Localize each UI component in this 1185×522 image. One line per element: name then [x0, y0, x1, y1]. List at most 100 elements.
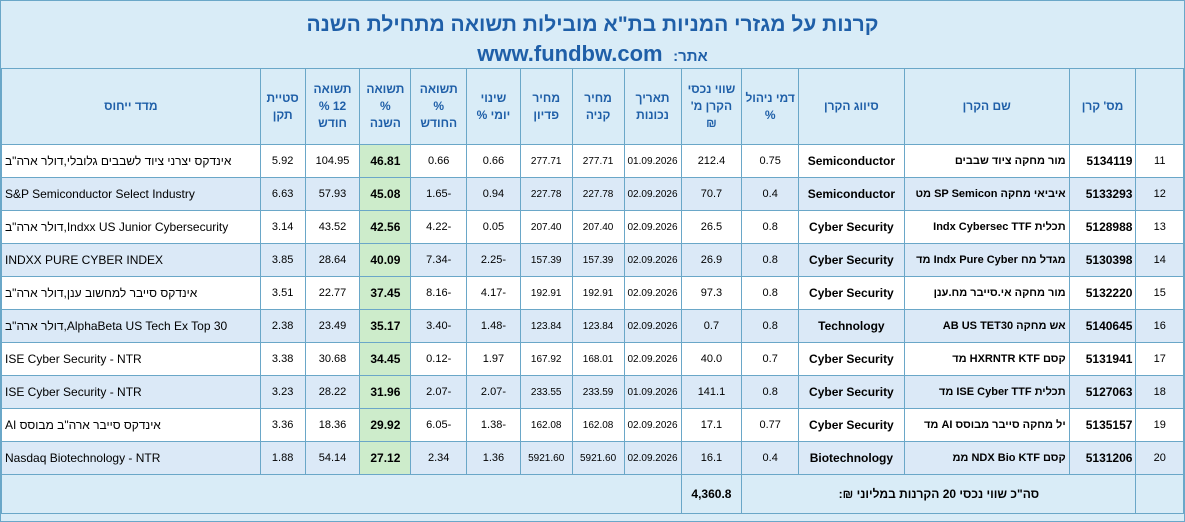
funds-table: מס' קרן שם הקרן סיווג הקרן דמי ניהול % ש… — [1, 68, 1184, 514]
12m-return: 18.36 — [304, 408, 361, 442]
ytd-return: 40.09 — [359, 243, 412, 277]
management-fee: 0.4 — [741, 177, 799, 211]
fund-sector: Cyber Security — [797, 210, 905, 244]
total-label: סה"כ שווי נכסי 20 הקרנות במליוני ₪: — [741, 474, 1137, 514]
std-dev: 2.38 — [259, 309, 306, 343]
daily-change: 0.05 — [466, 210, 521, 244]
fund-assets: 26.9 — [680, 243, 743, 277]
buy-price: 192.91 — [571, 276, 625, 310]
table-row[interactable]: 17 5131941 קסם HXRNTR KTF מד Cyber Secur… — [1, 342, 1184, 376]
table-row[interactable]: 19 5135157 יל מחקה סייבר מבוסס AI מד Cyb… — [1, 408, 1184, 442]
col-header-sell-price[interactable]: מחיר פדיון — [519, 68, 573, 145]
table-row[interactable]: 20 5131206 קסם NDX Bio KTF ממ Biotechnol… — [1, 441, 1184, 475]
col-header-month-return[interactable]: תשואה % החודש — [410, 68, 468, 145]
fund-id: 5135157 — [1068, 408, 1137, 442]
fund-assets: 141.1 — [680, 375, 743, 409]
col-header-fund-name[interactable]: שם הקרן — [903, 68, 1070, 145]
month-return: -1.65 — [410, 177, 468, 211]
fund-name: מור מחקה ציוד שבבים — [903, 144, 1070, 178]
sell-price: 157.39 — [519, 243, 573, 277]
valid-date: 02.09.2026 — [623, 441, 682, 475]
col-header-12m-return[interactable]: תשואה 12 % חודש — [304, 68, 361, 145]
col-header-ytd-return[interactable]: תשואה % השנה — [359, 68, 412, 145]
buy-price: 5921.60 — [571, 441, 625, 475]
fund-name: קסם HXRNTR KTF מד — [903, 342, 1070, 376]
valid-date: 01.09.2026 — [623, 375, 682, 409]
ytd-return: 42.56 — [359, 210, 412, 244]
sell-price: 227.78 — [519, 177, 573, 211]
row-num: 16 — [1135, 309, 1184, 343]
col-header-num[interactable] — [1135, 68, 1184, 145]
fund-name: מור מחקה אי.סייבר מח.ענן — [903, 276, 1070, 310]
row-num: 18 — [1135, 375, 1184, 409]
month-return: -8.16 — [410, 276, 468, 310]
month-return: -2.07 — [410, 375, 468, 409]
valid-date: 01.09.2026 — [623, 144, 682, 178]
reference-index: Indxx US Junior Cybersecurity,דולר ארה"ב — [1, 210, 261, 244]
fund-id: 5131941 — [1068, 342, 1137, 376]
fund-name: תכלית Indx Cybersec TTF — [903, 210, 1070, 244]
table-row[interactable]: 13 5128988 תכלית Indx Cybersec TTF Cyber… — [1, 210, 1184, 244]
fund-assets: 212.4 — [680, 144, 743, 178]
daily-change: 1.36 — [466, 441, 521, 475]
buy-price: 233.59 — [571, 375, 625, 409]
col-header-index[interactable]: מדד ייחוס — [1, 68, 261, 145]
12m-return: 30.68 — [304, 342, 361, 376]
12m-return: 104.95 — [304, 144, 361, 178]
12m-return: 28.22 — [304, 375, 361, 409]
fund-assets: 97.3 — [680, 276, 743, 310]
ytd-return: 45.08 — [359, 177, 412, 211]
table-row[interactable]: 12 5133293 איביאי מחקה SP Semicon מט Sem… — [1, 177, 1184, 211]
col-header-date[interactable]: תאריך נכונות — [623, 68, 682, 145]
total-row: סה"כ שווי נכסי 20 הקרנות במליוני ₪: 4,36… — [1, 474, 1184, 514]
sell-price: 167.92 — [519, 342, 573, 376]
sell-price: 277.71 — [519, 144, 573, 178]
daily-change: -4.17 — [466, 276, 521, 310]
row-num: 20 — [1135, 441, 1184, 475]
col-header-std-dev[interactable]: סטיית תקן — [259, 68, 306, 145]
fund-name: אש מחקה AB US TET30 — [903, 309, 1070, 343]
daily-change: 0.66 — [466, 144, 521, 178]
ytd-return: 27.12 — [359, 441, 412, 475]
fund-id: 5127063 — [1068, 375, 1137, 409]
sell-price: 5921.60 — [519, 441, 573, 475]
table-row[interactable]: 18 5127063 תכלית ISE Cyber TTF מד Cyber … — [1, 375, 1184, 409]
site-url-link[interactable]: www.fundbw.com — [477, 41, 663, 66]
col-header-sector[interactable]: סיווג הקרן — [797, 68, 905, 145]
table-row[interactable]: 11 5134119 מור מחקה ציוד שבבים Semicondu… — [1, 144, 1184, 178]
row-num: 12 — [1135, 177, 1184, 211]
daily-change: -2.07 — [466, 375, 521, 409]
month-return: 2.34 — [410, 441, 468, 475]
12m-return: 28.64 — [304, 243, 361, 277]
fund-id: 5131206 — [1068, 441, 1137, 475]
col-header-fee[interactable]: דמי ניהול % — [741, 68, 799, 145]
fund-name: תכלית ISE Cyber TTF מד — [903, 375, 1070, 409]
table-row[interactable]: 15 5132220 מור מחקה אי.סייבר מח.ענן Cybe… — [1, 276, 1184, 310]
std-dev: 1.88 — [259, 441, 306, 475]
ytd-return: 31.96 — [359, 375, 412, 409]
reference-index: אינדקס יצרני ציוד לשבבים גלובלי,דולר ארה… — [1, 144, 261, 178]
std-dev: 3.51 — [259, 276, 306, 310]
fund-assets: 40.0 — [680, 342, 743, 376]
fund-sector: Cyber Security — [797, 243, 905, 277]
month-return: -4.22 — [410, 210, 468, 244]
std-dev: 5.92 — [259, 144, 306, 178]
fund-sector: Biotechnology — [797, 441, 905, 475]
header-banner: קרנות על מגזרי המניות בת"א מובילות תשואה… — [1, 1, 1184, 69]
buy-price: 123.84 — [571, 309, 625, 343]
col-header-fund-id[interactable]: מס' קרן — [1068, 68, 1137, 145]
col-header-daily-change[interactable]: שינוי יומי % — [466, 68, 521, 145]
management-fee: 0.8 — [741, 243, 799, 277]
ytd-return: 35.17 — [359, 309, 412, 343]
sell-price: 207.40 — [519, 210, 573, 244]
std-dev: 3.38 — [259, 342, 306, 376]
daily-change: 1.97 — [466, 342, 521, 376]
reference-index: S&P Semiconductor Select Industry — [1, 177, 261, 211]
col-header-buy-price[interactable]: מחיר קניה — [571, 68, 625, 145]
col-header-assets[interactable]: שווי נכסי הקרן מ' ₪ — [680, 68, 743, 145]
fund-name: איביאי מחקה SP Semicon מט — [903, 177, 1070, 211]
buy-price: 227.78 — [571, 177, 625, 211]
std-dev: 6.63 — [259, 177, 306, 211]
table-row[interactable]: 14 5130398 מגדל מח Indx Pure Cyber מד Cy… — [1, 243, 1184, 277]
table-row[interactable]: 16 5140645 אש מחקה AB US TET30 Technolog… — [1, 309, 1184, 343]
